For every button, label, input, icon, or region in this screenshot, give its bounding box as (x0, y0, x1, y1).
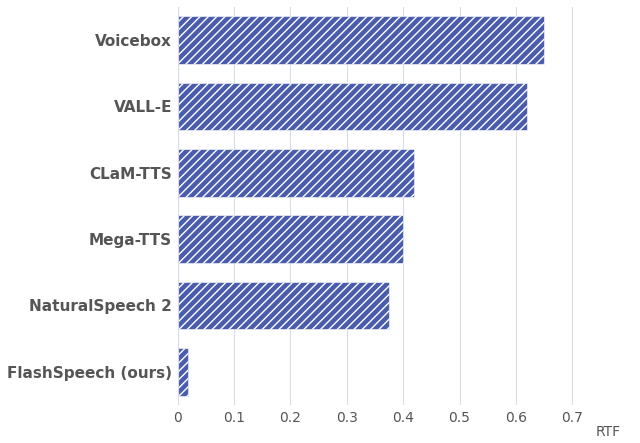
Bar (177, 348, 188, 396)
X-axis label: RTF: RTF (595, 425, 621, 439)
Bar (177, 149, 414, 197)
Bar (177, 215, 403, 263)
Bar (177, 82, 527, 130)
Bar (177, 282, 389, 329)
Bar (177, 16, 544, 64)
